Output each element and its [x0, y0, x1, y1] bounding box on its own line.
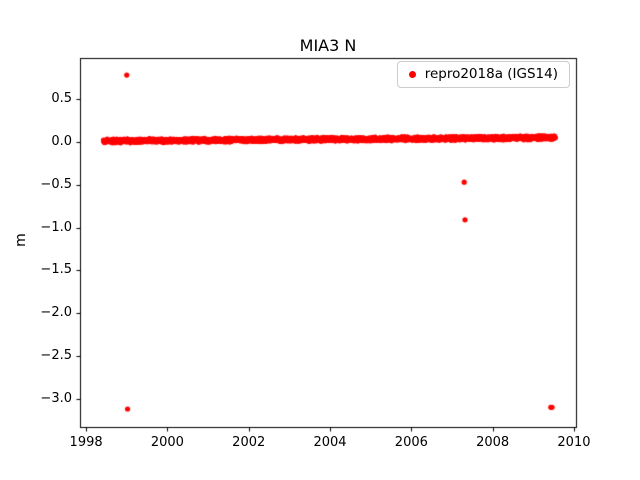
y-tick-label: −3.0: [40, 390, 72, 406]
y-tick-label: −2.5: [40, 347, 72, 363]
y-tick-label: −1.5: [40, 262, 72, 278]
y-tick-label: −2.0: [40, 305, 72, 321]
x-tick-label: 2010: [557, 435, 591, 450]
x-tick-label: 2000: [150, 435, 184, 450]
y-axis-label: m: [12, 233, 29, 247]
chart-title: MIA3 N: [299, 36, 357, 55]
x-tick-label: 2006: [394, 435, 428, 450]
y-tick-label: −0.5: [40, 176, 72, 192]
x-tick-label: 2004: [313, 435, 347, 450]
legend: repro2018a (IGS14): [396, 61, 570, 88]
x-tick-label: 1998: [69, 435, 103, 450]
y-tick-label: 0.5: [51, 91, 72, 107]
y-tick-label: −1.0: [40, 219, 72, 235]
legend-label: repro2018a (IGS14): [424, 66, 558, 82]
x-tick-label: 2002: [232, 435, 266, 450]
legend-marker-dot: [408, 70, 416, 78]
x-tick-label: 2008: [476, 435, 510, 450]
y-tick-label: 0.0: [51, 133, 72, 149]
